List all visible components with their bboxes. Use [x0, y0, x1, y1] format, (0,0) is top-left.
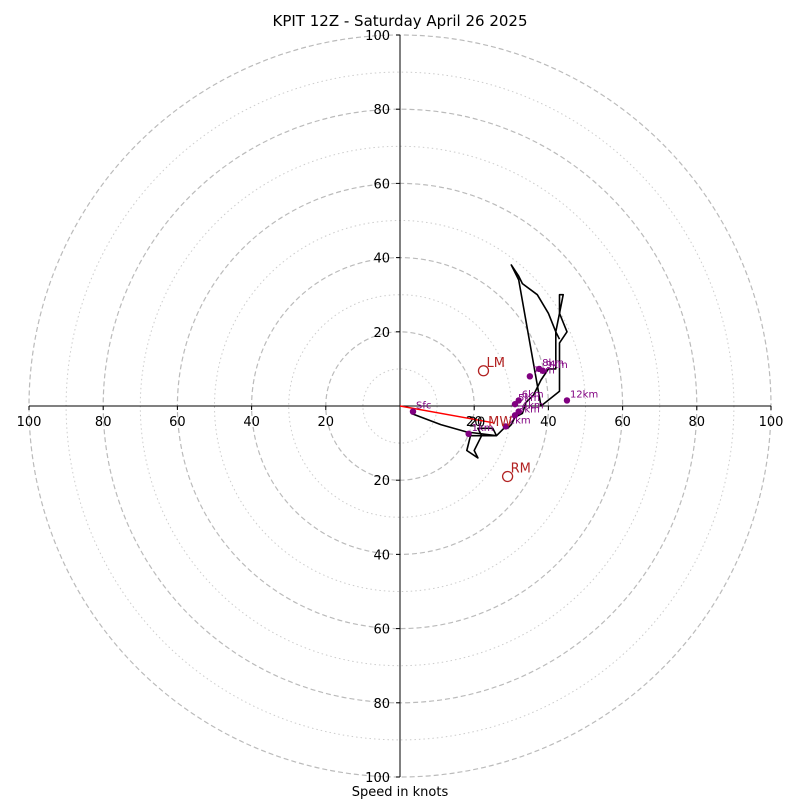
y-tick-label: 100 [365, 771, 390, 786]
y-tick-label: 20 [373, 474, 390, 489]
storm-motion-marker [501, 470, 514, 483]
height-marker-point [409, 408, 417, 415]
x-tick-label: 80 [689, 415, 706, 430]
height-marker-point [515, 408, 522, 415]
x-tick-label: 60 [169, 415, 186, 430]
storm-motion-marker [477, 365, 490, 377]
height-marker-label: 12km [570, 389, 598, 400]
height-marker-point [539, 367, 547, 374]
y-tick-label: 60 [373, 623, 390, 638]
height-marker-label: 9km [546, 360, 568, 371]
x-tick-label: 100 [17, 415, 42, 430]
height-marker-point [465, 430, 472, 438]
shear-vector-line [399, 405, 493, 424]
x-tick-label: 40 [243, 415, 260, 430]
height-markers: Sfc1km2km3km4km5km6km7km8km9km12km [409, 358, 598, 438]
height-marker-label: 8km [542, 358, 564, 369]
storm-motion-markers: LM RM MW [477, 356, 531, 483]
height-marker-point [502, 423, 509, 430]
height-marker-label: 1km [472, 423, 494, 434]
height-marker-label: Sfc [416, 401, 431, 412]
hodograph-trace-line [410, 264, 568, 459]
shear-vector-label: 20 [469, 416, 486, 431]
x-tick-label: 100 [759, 415, 784, 430]
y-tick-label: 40 [373, 252, 390, 267]
y-tick-label: 40 [373, 548, 390, 563]
y-tick-label: 80 [373, 103, 390, 118]
y-tick-label: 100 [365, 29, 390, 44]
axis-tick-labels: 100 80 60 40 20 20 40 60 80 100 100 80 60 40 20 20 40 60 8… [17, 29, 784, 786]
y-tick-label: 20 [373, 326, 390, 341]
x-axis-label: Speed in knots [352, 785, 449, 800]
height-marker-point [515, 397, 522, 404]
storm-motion-label: LM [486, 356, 504, 371]
chart-title: KPIT 12Z - Saturday April 26 2025 [273, 12, 528, 30]
height-marker-label: 5km [518, 393, 540, 404]
height-marker-label: 3km [518, 404, 540, 415]
y-tick-label: 80 [373, 697, 390, 712]
y-tick-label: 60 [373, 177, 390, 192]
height-marker-label: 6km [522, 389, 544, 400]
height-marker-label: 2km [509, 415, 531, 426]
x-tick-label: 60 [614, 415, 631, 430]
height-marker-point [563, 397, 571, 404]
hodograph-series: 20 [399, 264, 568, 459]
height-marker-label: 4km [522, 401, 544, 412]
x-tick-label: 20 [318, 415, 335, 430]
height-marker-point [526, 373, 534, 380]
x-tick-label: 80 [95, 415, 112, 430]
storm-motion-label: RM [511, 461, 531, 476]
mean-wind-label: MW [488, 415, 512, 430]
x-tick-label: 40 [540, 415, 557, 430]
